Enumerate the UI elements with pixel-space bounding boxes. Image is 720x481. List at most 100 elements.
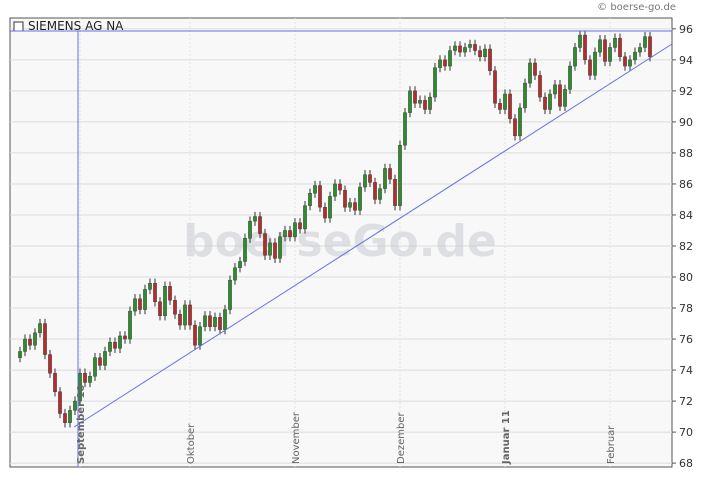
candle-body xyxy=(498,103,502,110)
candle-body xyxy=(488,48,492,71)
candle-body xyxy=(243,238,247,262)
candle-body xyxy=(193,324,197,346)
candle-body xyxy=(518,107,522,137)
candle-body xyxy=(618,37,622,57)
candle-body xyxy=(88,376,92,383)
candle-body xyxy=(33,332,37,346)
chart-title: SIEMENS AG NA xyxy=(28,19,124,33)
candle-body xyxy=(638,47,642,53)
candle-body xyxy=(558,84,562,107)
candle-body xyxy=(183,304,187,326)
y-tick-label: 88 xyxy=(679,147,693,160)
candle-body xyxy=(388,168,392,180)
candle-body xyxy=(473,44,477,51)
candle-body xyxy=(628,59,632,67)
candle-body xyxy=(573,47,577,67)
candle-body xyxy=(283,230,287,237)
candle-body xyxy=(453,45,457,51)
candle-body xyxy=(313,185,317,194)
candle-body xyxy=(563,89,567,107)
y-tick-label: 86 xyxy=(679,178,693,191)
candle-body xyxy=(173,300,177,315)
candle-body xyxy=(378,188,382,200)
candle-body xyxy=(523,82,527,109)
candle-body xyxy=(123,335,127,340)
candle-body xyxy=(28,338,32,346)
candle-body xyxy=(533,62,537,76)
candle-body xyxy=(228,279,232,310)
candle-body xyxy=(108,341,112,352)
x-tick-label: September 10 xyxy=(76,385,87,464)
candle-body xyxy=(223,309,227,330)
y-tick-label: 72 xyxy=(679,395,693,408)
y-tick-label: 96 xyxy=(679,23,693,36)
candle-body xyxy=(608,47,612,62)
candle-body xyxy=(643,36,647,48)
candle-body xyxy=(423,100,427,110)
candle-body xyxy=(168,286,172,301)
candle-body xyxy=(443,59,447,67)
candle-body xyxy=(493,70,497,104)
copyright: © boerse-go.de xyxy=(597,2,676,13)
candle-body xyxy=(138,298,142,310)
candle-body xyxy=(178,314,182,326)
candle-body xyxy=(603,39,607,62)
candle-body xyxy=(258,216,262,234)
x-tick-label: Februar xyxy=(606,425,617,464)
candle-body xyxy=(113,341,117,349)
candle-body xyxy=(43,323,47,355)
candle-body xyxy=(238,261,242,268)
candle-body xyxy=(368,174,372,183)
candle-body xyxy=(333,183,337,197)
candle-body xyxy=(48,354,52,374)
candle-body xyxy=(38,323,42,334)
x-tick-label: Januar 11 xyxy=(501,410,512,465)
candle-body xyxy=(528,62,532,84)
candle-body xyxy=(153,283,157,303)
candle-body xyxy=(218,317,222,330)
candle-body xyxy=(98,357,102,366)
y-tick-label: 76 xyxy=(679,333,693,346)
candle-body xyxy=(148,283,152,290)
candle-body xyxy=(428,96,432,110)
candle-body xyxy=(83,372,87,383)
candle-body xyxy=(613,37,617,48)
trend-line xyxy=(73,43,673,428)
candle-body xyxy=(328,196,332,219)
candle-body xyxy=(263,233,267,256)
candle-body xyxy=(198,326,202,346)
candle-body xyxy=(413,90,417,104)
candle-body xyxy=(633,51,637,61)
candle-body xyxy=(303,205,307,230)
candle-body xyxy=(483,48,487,57)
x-tick-label: Dezember xyxy=(396,412,407,464)
candle-body xyxy=(58,391,62,414)
candle-body xyxy=(233,267,237,281)
candle-body xyxy=(623,56,627,67)
candle-body xyxy=(318,185,322,208)
candle-body xyxy=(503,93,507,110)
candle-body xyxy=(213,317,217,327)
candle-body xyxy=(18,351,22,358)
y-tick-label: 84 xyxy=(679,209,693,222)
candle-body xyxy=(158,301,162,316)
candle-body xyxy=(208,315,212,327)
candle-body xyxy=(133,298,137,312)
candle-body xyxy=(513,118,517,137)
y-tick-label: 68 xyxy=(679,457,693,470)
candle-body xyxy=(188,304,192,326)
candle-body xyxy=(393,179,397,206)
candle-body xyxy=(93,357,97,377)
candle-body xyxy=(508,93,512,120)
candle-body xyxy=(468,44,472,48)
candle-body xyxy=(568,65,572,90)
candle-body xyxy=(403,112,407,146)
candle-body xyxy=(53,372,57,392)
candle-body xyxy=(583,34,587,61)
candle-body xyxy=(118,335,122,349)
candle-body xyxy=(448,50,452,67)
candle-body xyxy=(68,410,72,423)
candle-body xyxy=(73,400,77,411)
candle-body xyxy=(298,222,302,230)
candle-body xyxy=(538,75,542,98)
